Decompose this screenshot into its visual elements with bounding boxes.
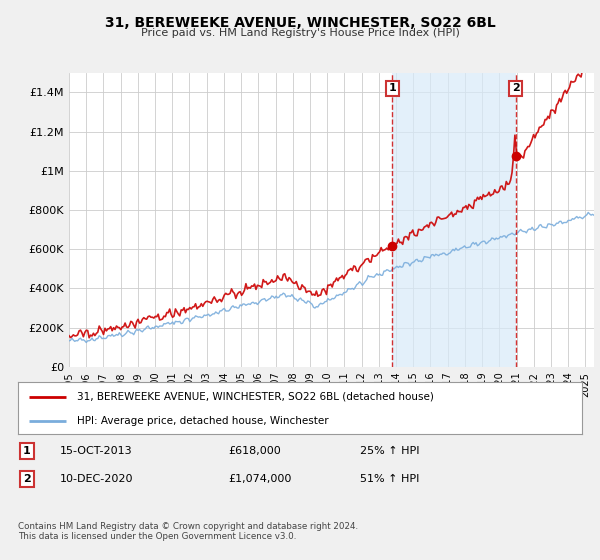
Text: 25% ↑ HPI: 25% ↑ HPI: [360, 446, 419, 456]
Bar: [392, 73, 515, 367]
Text: Price paid vs. HM Land Registry's House Price Index (HPI): Price paid vs. HM Land Registry's House …: [140, 28, 460, 38]
Text: 51% ↑ HPI: 51% ↑ HPI: [360, 474, 419, 484]
Text: £618,000: £618,000: [228, 446, 281, 456]
Text: 1: 1: [23, 446, 31, 456]
Text: Contains HM Land Registry data © Crown copyright and database right 2024.
This d: Contains HM Land Registry data © Crown c…: [18, 522, 358, 542]
Text: 2: 2: [512, 83, 520, 94]
Text: 1: 1: [389, 83, 397, 94]
Text: HPI: Average price, detached house, Winchester: HPI: Average price, detached house, Winc…: [77, 416, 329, 426]
Text: 15-OCT-2013: 15-OCT-2013: [60, 446, 133, 456]
Text: 31, BEREWEEKE AVENUE, WINCHESTER, SO22 6BL: 31, BEREWEEKE AVENUE, WINCHESTER, SO22 6…: [104, 16, 496, 30]
Text: £1,074,000: £1,074,000: [228, 474, 292, 484]
Text: 31, BEREWEEKE AVENUE, WINCHESTER, SO22 6BL (detached house): 31, BEREWEEKE AVENUE, WINCHESTER, SO22 6…: [77, 392, 434, 402]
Text: 2: 2: [23, 474, 31, 484]
Text: 10-DEC-2020: 10-DEC-2020: [60, 474, 133, 484]
